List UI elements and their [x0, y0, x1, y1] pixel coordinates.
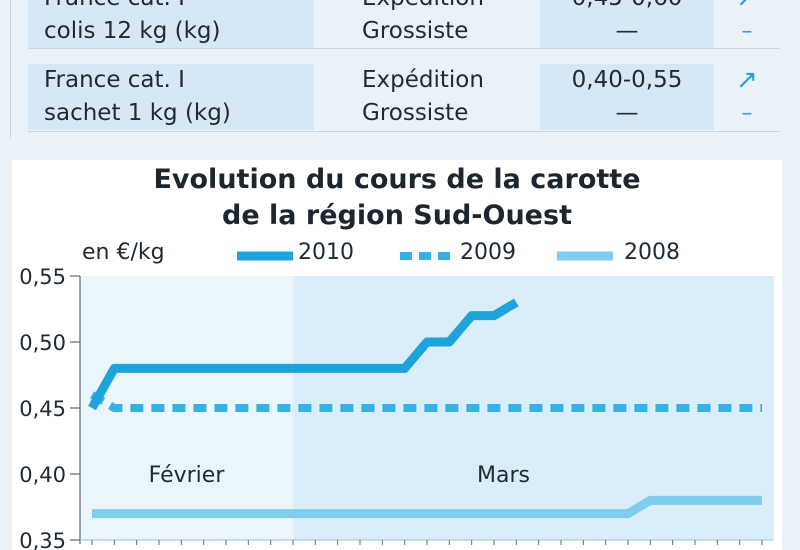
- product-line: France cat. I: [44, 0, 314, 15]
- chart-title-line-1: Evolution du cours de la carotte: [153, 164, 641, 195]
- price-cell: 0,40-0,55 —: [540, 64, 714, 130]
- y-tick-label: 0,45: [19, 397, 66, 421]
- price-line: 0,45-0,60: [540, 0, 714, 15]
- stage-cell: Expédition Grossiste: [314, 0, 540, 48]
- legend-label-2008: 2008: [624, 240, 680, 265]
- product-line: France cat. I: [44, 67, 185, 93]
- price-line: —: [615, 100, 639, 126]
- legend-label-2010: 2010: [298, 240, 354, 265]
- stage-line: Grossiste: [362, 18, 469, 44]
- stage-line: Expédition: [362, 0, 540, 15]
- stage-line: Expédition: [362, 67, 484, 93]
- chart-title-line-2: de la région Sud-Ouest: [222, 200, 572, 231]
- table-row: France cat. I colis 12 kg (kg) Expéditio…: [10, 0, 780, 48]
- trend-stable-icon: –: [741, 101, 753, 126]
- price-cell: 0,45-0,60 —: [540, 0, 714, 48]
- row-divider: [28, 48, 780, 49]
- y-tick-label: 0,35: [19, 529, 66, 550]
- series-line-2010: [88, 298, 519, 411]
- table-row: France cat. I sachet 1 kg (kg) Expéditio…: [10, 64, 780, 130]
- price-line: —: [615, 18, 639, 44]
- y-tick-label: 0,55: [19, 265, 66, 289]
- series-line-2008: [92, 495, 762, 519]
- legend-label-2009: 2009: [460, 240, 516, 265]
- trend-cell: ↗ –: [714, 0, 780, 48]
- price-table: France cat. I colis 12 kg (kg) Expéditio…: [0, 0, 800, 140]
- period-label: Février: [149, 463, 226, 488]
- y-tick-label: 0,50: [19, 331, 66, 355]
- trend-stable-icon: –: [741, 19, 753, 44]
- product-cell: France cat. I colis 12 kg (kg): [28, 0, 314, 48]
- product-line: sachet 1 kg (kg): [44, 100, 231, 126]
- trend-up-arrow-icon: ↗: [714, 0, 780, 15]
- price-line: 0,40-0,55: [571, 67, 683, 93]
- carrot-price-chart: Février Mars 0,55 0,50 0,45 0,40 0,35 Evolutio…: [12, 160, 782, 550]
- period-label: Mars: [477, 463, 530, 488]
- stage-cell: Expédition Grossiste: [314, 64, 540, 130]
- y-axis-unit-label: en €/kg: [82, 240, 165, 265]
- chart-plot: Février Mars 0,55 0,50 0,45 0,40 0,35: [19, 251, 774, 550]
- product-cell: France cat. I sachet 1 kg (kg): [28, 64, 314, 130]
- row-divider: [28, 131, 780, 132]
- trend-up-arrow-icon: ↗: [736, 65, 758, 95]
- trend-cell: ↗ –: [714, 64, 780, 130]
- product-line: colis 12 kg (kg): [44, 18, 221, 44]
- stage-line: Grossiste: [362, 100, 469, 126]
- table-left-rule: [10, 0, 11, 138]
- y-tick-label: 0,40: [19, 463, 66, 487]
